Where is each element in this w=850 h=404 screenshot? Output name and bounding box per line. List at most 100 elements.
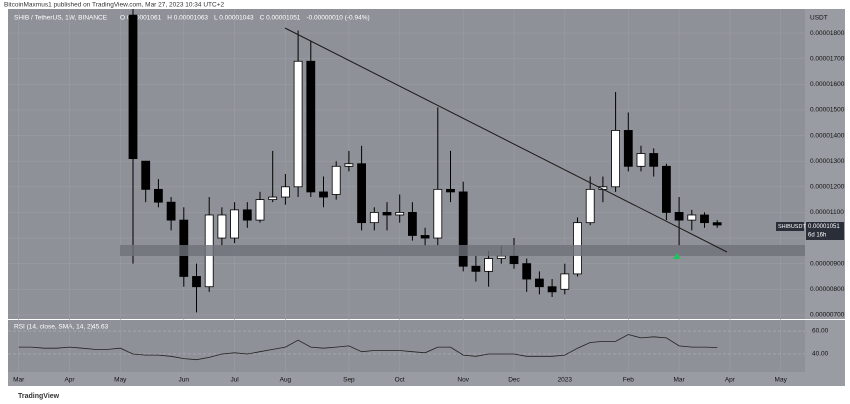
candle-body bbox=[280, 186, 290, 198]
x-tick-label: Mar bbox=[673, 377, 685, 384]
candle-body bbox=[522, 263, 532, 280]
candle-body bbox=[369, 212, 379, 224]
x-tick-label: May bbox=[775, 377, 788, 384]
y-tick-label: 0.00000700 bbox=[810, 312, 845, 319]
signal-triangle bbox=[673, 253, 681, 259]
x-tick-label: Mar bbox=[13, 377, 25, 384]
candle-body bbox=[712, 222, 722, 226]
candle-body bbox=[496, 255, 506, 259]
candle-body bbox=[649, 153, 659, 167]
last-price: 0.00001051 bbox=[808, 224, 840, 230]
rsi-pane bbox=[8, 320, 805, 372]
candle-body bbox=[230, 209, 240, 239]
candle-body bbox=[420, 235, 430, 239]
candle-body bbox=[509, 255, 519, 265]
candle-body bbox=[344, 163, 354, 167]
candle-body bbox=[535, 278, 544, 288]
x-tick-label: Feb bbox=[623, 377, 635, 384]
candle-body bbox=[636, 153, 646, 167]
candle-body bbox=[700, 214, 709, 224]
candle-body bbox=[242, 209, 252, 221]
candle-body bbox=[153, 188, 163, 203]
candle-body bbox=[674, 212, 684, 221]
candle-body bbox=[611, 130, 620, 188]
candle-body bbox=[547, 286, 557, 293]
chart-title: SHIB / TetherUS, 1W, BINANCE bbox=[14, 15, 108, 22]
candle-body bbox=[357, 163, 367, 224]
publisher: BitcoinMaxmus1 published on TradingView.… bbox=[4, 2, 224, 9]
x-tick-label: Apr bbox=[64, 377, 75, 384]
candle-body bbox=[484, 258, 494, 272]
candle-body bbox=[255, 199, 265, 221]
candle-body bbox=[560, 273, 570, 290]
candle-body bbox=[268, 196, 278, 201]
candle-body bbox=[471, 265, 481, 272]
ohlc-value: L 0.00001043 bbox=[214, 15, 254, 22]
candle-body bbox=[458, 191, 468, 267]
footer-brand: TradingView bbox=[18, 393, 60, 400]
candle-body bbox=[166, 201, 176, 221]
candle-body bbox=[141, 160, 151, 190]
y-tick-label: 0.00000900 bbox=[810, 260, 845, 267]
y-tick-label: 0.00001800 bbox=[810, 30, 845, 37]
countdown: 6d 16h bbox=[808, 233, 826, 239]
candle-body bbox=[395, 212, 405, 216]
candle-body bbox=[331, 165, 341, 195]
currency: USDT bbox=[810, 15, 828, 22]
y-tick-label: 0.00001700 bbox=[810, 55, 845, 62]
symbol-tag bbox=[776, 222, 804, 231]
candle-body bbox=[407, 212, 417, 236]
symbol: SHIBUSDT bbox=[778, 224, 806, 230]
x-tick-label: Apr bbox=[725, 377, 736, 384]
candle-body bbox=[446, 188, 455, 193]
candles bbox=[128, 9, 722, 313]
ohlc-value: H 0.00001063 bbox=[167, 15, 208, 22]
candle-body bbox=[662, 165, 671, 213]
ohlc-value: -0.00000010 (-0.94%) bbox=[306, 15, 369, 22]
price-tag: SHIBUSDT 0.00001051 6d 16h bbox=[776, 222, 844, 240]
y-tick-label: 0.00001200 bbox=[810, 184, 845, 191]
candle-body bbox=[319, 191, 328, 198]
candle-body bbox=[382, 212, 392, 216]
y-tick-label: 0.00001500 bbox=[810, 107, 845, 114]
candle-body bbox=[687, 214, 697, 221]
x-tick-label: Sep bbox=[343, 377, 355, 384]
ohlc-value: O 0.00001061 bbox=[120, 15, 162, 22]
candle-body bbox=[306, 60, 316, 193]
support-band bbox=[120, 245, 805, 256]
rsi-title: RSI (14, close, SMA, 14, 2) bbox=[14, 324, 93, 331]
x-tick-label: Dec bbox=[508, 377, 520, 384]
candle-body bbox=[293, 60, 303, 188]
rsi-last: 45.63 bbox=[92, 324, 109, 331]
last-price-tag bbox=[806, 222, 844, 240]
y-tick-label: 0.00001100 bbox=[810, 209, 844, 216]
y-tick-label: 60.00 bbox=[812, 328, 829, 335]
y-tick-label: 0.00000800 bbox=[810, 286, 845, 293]
y-tick-label: 0.00001400 bbox=[810, 132, 845, 139]
candle-body bbox=[217, 214, 227, 239]
x-tick-label: Nov bbox=[457, 377, 469, 384]
candle-body bbox=[433, 188, 443, 239]
x-tick-label: Oct bbox=[395, 377, 405, 384]
y-tick-label: 40.00 bbox=[812, 351, 829, 358]
trend-line bbox=[284, 27, 728, 253]
price-axis bbox=[805, 9, 845, 372]
plot: 0.00001800 0.00001700 0.00001600 0.00001500… bbox=[8, 9, 845, 384]
x-tick-label: May bbox=[114, 377, 127, 384]
candle-body bbox=[623, 130, 633, 167]
candle-body bbox=[128, 14, 138, 160]
x-tick-label: 2023 bbox=[558, 377, 573, 384]
x-tick-label: Jun bbox=[179, 377, 190, 384]
time-axis bbox=[8, 372, 845, 386]
candle-body bbox=[192, 276, 201, 288]
price-pane bbox=[8, 9, 805, 319]
x-tick-label: Aug bbox=[280, 377, 292, 384]
candle-body bbox=[585, 188, 595, 224]
rsi-line bbox=[18, 334, 718, 361]
y-tick-label: 0.00001600 bbox=[810, 81, 845, 88]
y-tick-label: 0.00001300 bbox=[810, 158, 845, 165]
x-tick-label: Jul bbox=[230, 377, 239, 384]
ohlc-value: C 0.00001051 bbox=[260, 15, 301, 22]
